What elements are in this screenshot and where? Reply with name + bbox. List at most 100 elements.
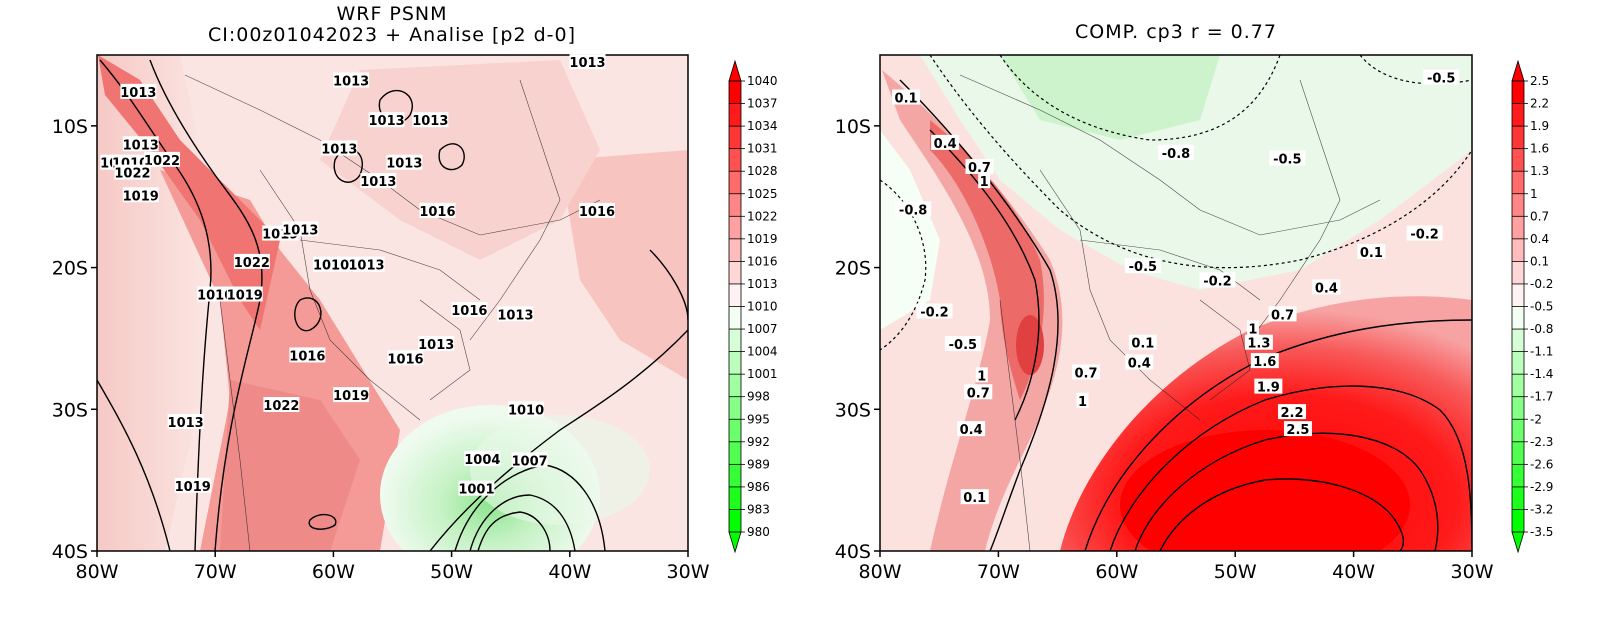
right-colorbar: 2.5 2.2 1.9 1.6 1.3 1 0.7 0.4 0.1 -0.2 -0.5 -0.8 -1.… <box>1511 59 1553 554</box>
contour-label: 0.1 <box>963 491 986 506</box>
contour-label: 1013 <box>360 175 396 190</box>
contour-label: 1013 <box>123 138 159 153</box>
colorbar-bottom-arrow <box>1511 531 1525 554</box>
colorbar-label: 998 <box>747 390 770 404</box>
contour-label: 0.4 <box>934 137 957 152</box>
colorbar-segment <box>729 396 741 420</box>
right-contour-labels: 0.1-0.50.4-0.8 -0.50.71-0.8-0.20.1-0.5-0.… <box>892 69 1460 506</box>
colorbar-segment <box>1512 374 1524 398</box>
contour-label: 1022 <box>234 256 270 271</box>
x-tick-label: 50W <box>1214 561 1257 583</box>
contour-label: 1010 <box>313 259 349 274</box>
contour-label-box <box>1199 272 1236 288</box>
right-y-axis: 10S 20S 30S 40S <box>835 116 880 563</box>
contour-label-box <box>114 164 151 180</box>
x-tick-label: 60W <box>1095 561 1138 583</box>
contour-label-box <box>1076 392 1089 408</box>
colorbar-label: 1001 <box>747 367 778 381</box>
contour-label-box <box>120 83 157 99</box>
contour-label-box <box>1357 243 1386 259</box>
contour-label-box <box>569 54 606 70</box>
left-contour-labels: 1013 1013 1013 1013 1013 1013 1013 1013 1013 1010… <box>100 54 615 498</box>
colorbar-segment <box>1512 261 1524 285</box>
contour-label-box <box>386 154 423 170</box>
contour-label-box <box>144 151 181 167</box>
contour-label: 1013 <box>412 114 448 129</box>
colorbar-label: 1028 <box>747 164 778 178</box>
colorbar-segment <box>729 509 741 533</box>
right-title: COMP. cp3 r = 0.77 <box>1075 21 1277 43</box>
colorbar-label: -1.4 <box>1530 367 1553 381</box>
y-tick-label: 10S <box>835 116 871 138</box>
contour-label: 1013 <box>569 56 605 71</box>
contour-label: 1013 <box>120 86 156 101</box>
contour-label: 1013 <box>168 416 204 431</box>
contour-label-box <box>1250 353 1279 369</box>
contour-label: 1016 <box>289 349 325 364</box>
colorbar-label: -0.8 <box>1530 322 1553 336</box>
contour-label: -0.5 <box>1273 152 1301 167</box>
contour-label: 1004 <box>464 453 500 468</box>
contour-label: 1022 <box>263 399 299 414</box>
colorbar-segment <box>1512 171 1524 195</box>
contour-label: 1 <box>1248 323 1257 338</box>
colorbar-segment <box>729 81 741 105</box>
y-tick-label: 10S <box>52 116 88 138</box>
y-tick-label: 40S <box>52 541 88 563</box>
colorbar-label: -1.7 <box>1530 390 1553 404</box>
contour-label: 1013 <box>333 75 369 90</box>
contour-label-box <box>1128 334 1157 350</box>
right-plot-frame <box>879 54 1473 552</box>
colorbar-label: 1031 <box>747 142 778 156</box>
contour-label-box <box>497 306 534 322</box>
contour-label-box <box>451 302 488 318</box>
contour-label: 1010 <box>508 403 544 418</box>
y-tick-label: 20S <box>52 258 88 280</box>
colorbar-segment <box>1512 509 1524 533</box>
colorbar-label: 995 <box>747 412 770 426</box>
contour-label-box <box>1268 306 1297 322</box>
colorbar-label: -0.2 <box>1530 277 1553 291</box>
contour-label-box <box>1158 144 1194 160</box>
contour-label-box <box>387 350 424 366</box>
contour-label-box <box>1312 279 1341 295</box>
contour-label-box <box>916 303 953 319</box>
contour-label-box <box>289 347 326 363</box>
right-contours <box>899 79 1472 551</box>
left-plot-frame <box>96 54 689 552</box>
contour-label: -0.5 <box>949 338 977 353</box>
colorbar-label: 1025 <box>747 187 778 201</box>
contour-label: 0.7 <box>968 161 991 176</box>
right-atlantic-core <box>1120 430 1410 551</box>
y-tick-label: 30S <box>52 399 88 421</box>
right-map-fields <box>880 55 1472 551</box>
contour-label: 1013 <box>386 157 422 172</box>
contour-label: -0.8 <box>1162 147 1190 162</box>
colorbar-label: 1013 <box>747 277 778 291</box>
contour-label-box <box>333 72 370 88</box>
colorbar-segment <box>1512 126 1524 150</box>
colorbar-segment <box>1512 238 1524 262</box>
colorbar-segment <box>729 126 741 150</box>
y-tick-label: 30S <box>835 399 871 421</box>
contour-label: 1 <box>977 369 986 384</box>
contour-label-box <box>978 173 991 189</box>
contour-label-box <box>368 112 405 128</box>
colorbar-label: -2.3 <box>1530 435 1553 449</box>
contour-label-box <box>464 450 501 466</box>
contour-label-box <box>1254 378 1283 394</box>
x-tick-label: 80W <box>859 561 902 583</box>
contour-label-box <box>167 414 204 430</box>
left-title-line2: CI:00z01042023 + Analise [p2 d-0] <box>208 24 576 46</box>
contour-label: 1013 <box>321 143 357 158</box>
colorbar-segment <box>729 283 741 307</box>
colorbar-segment <box>1512 329 1524 353</box>
contour-label-box <box>931 134 960 150</box>
y-tick-label: 20S <box>835 258 871 280</box>
contour-label: -0.8 <box>899 203 927 218</box>
left-panel: WRF PSNM CI:00z01042023 + Analise [p2 d-… <box>52 3 778 583</box>
contour-label: 0.4 <box>1315 281 1338 296</box>
contour-label-box <box>197 286 234 302</box>
colorbar-segment <box>1512 464 1524 488</box>
colorbar-label: -3.2 <box>1530 502 1553 516</box>
